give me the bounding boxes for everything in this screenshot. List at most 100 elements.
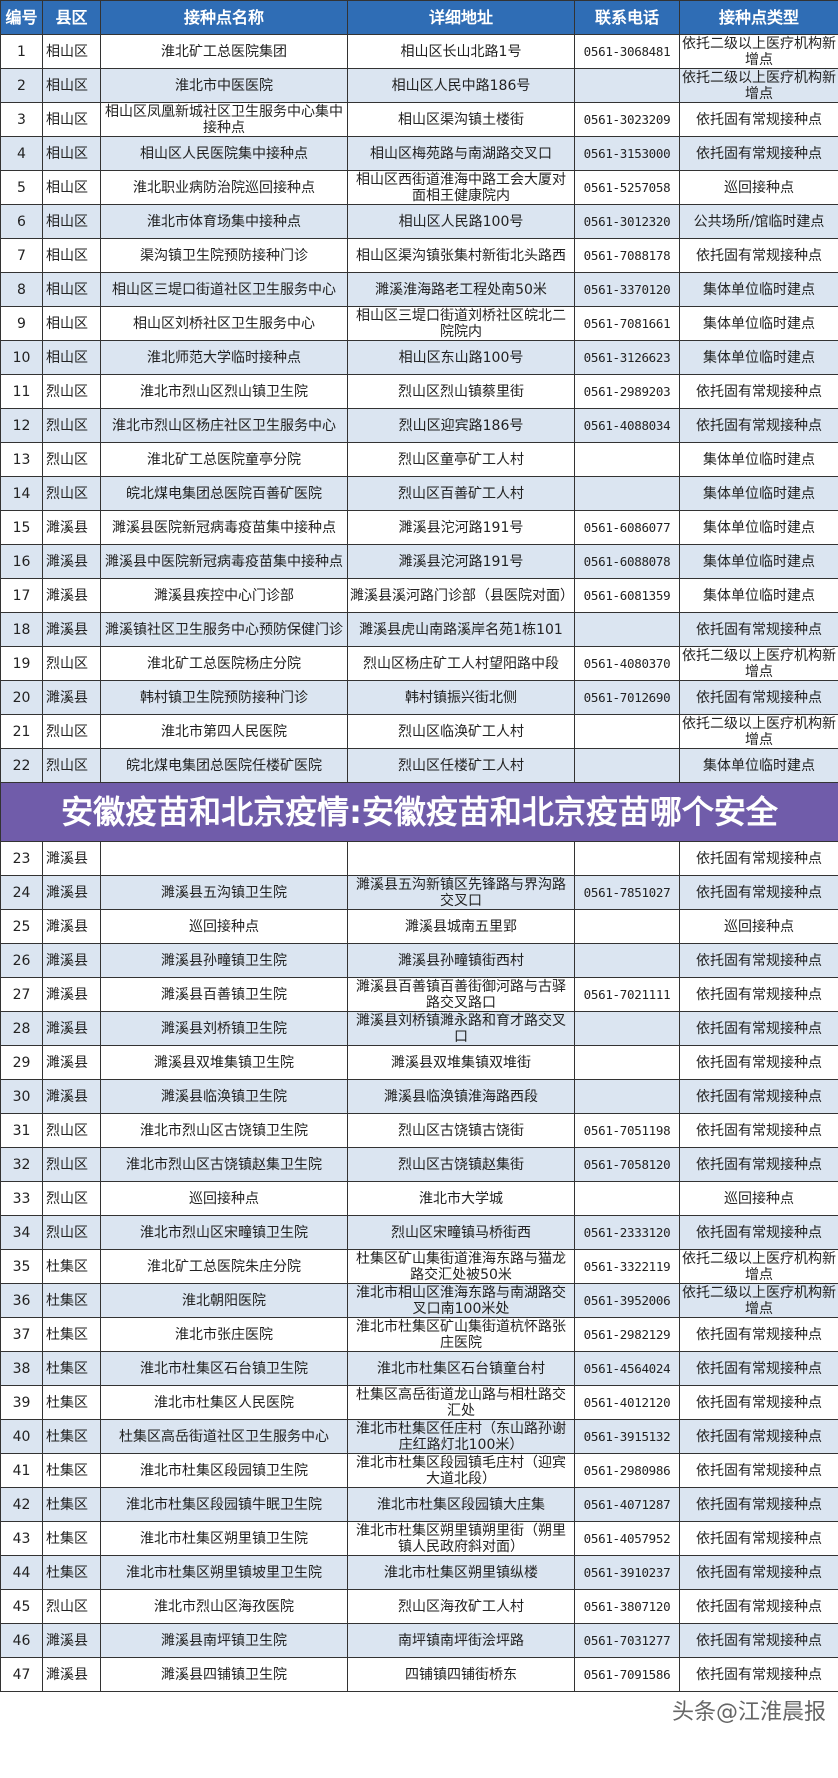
cell-site-name: 相山区凤凰新城社区卫生服务中心集中接种点: [100, 102, 348, 137]
cell-phone: [574, 476, 680, 511]
cell-number: 9: [0, 306, 43, 341]
cell-site-name: 濉溪县南坪镇卫生院: [100, 1623, 348, 1658]
cell-district: 烈山区: [42, 748, 101, 783]
cell-address: 烈山区海孜矿工人村: [347, 1589, 575, 1624]
table-row: 13 烈山区 淮北矿工总医院童亭分院 烈山区童亭矿工人村 集体单位临时建点: [0, 442, 838, 477]
cell-address: 相山区渠沟镇土楼街: [347, 102, 575, 137]
cell-site-type: 依托固有常规接种点: [679, 374, 838, 409]
cell-address: 淮北市杜集区段园镇毛庄村（迎宾大道北段）: [347, 1453, 575, 1488]
cell-address: 相山区梅苑路与南湖路交叉口: [347, 136, 575, 171]
cell-address: 烈山区宋疃镇马桥街西: [347, 1215, 575, 1250]
cell-site-name: 濉溪镇社区卫生服务中心预防保健门诊: [100, 612, 348, 647]
cell-number: 30: [0, 1079, 43, 1114]
cell-district: 杜集区: [42, 1487, 101, 1522]
table-row: 29 濉溪县 濉溪县双堆集镇卫生院 濉溪县双堆集镇双堆街 依托固有常规接种点: [0, 1045, 838, 1080]
cell-phone: 0561-3910237: [574, 1555, 680, 1590]
article-title: 安徽疫苗和北京疫情:安徽疫苗和北京疫苗哪个安全: [61, 793, 778, 831]
cell-site-type: 依托固有常规接种点: [679, 1215, 838, 1250]
cell-district: 烈山区: [42, 408, 101, 443]
cell-number: 36: [0, 1283, 43, 1318]
cell-site-name: 濉溪县临涣镇卫生院: [100, 1079, 348, 1114]
cell-phone: 0561-6088078: [574, 544, 680, 579]
cell-site-type: 依托固有常规接种点: [679, 1589, 838, 1624]
cell-site-name: 淮北矿工总医院童亭分院: [100, 442, 348, 477]
cell-site-type: 依托固有常规接种点: [679, 875, 838, 910]
cell-number: 31: [0, 1113, 43, 1148]
header-site-name: 接种点名称: [100, 0, 348, 35]
cell-number: 39: [0, 1385, 43, 1420]
cell-district: 杜集区: [42, 1453, 101, 1488]
table-row: 25 濉溪县 巡回接种点 濉溪县城南五里郢 巡回接种点: [0, 909, 838, 944]
cell-site-type: 集体单位临时建点: [679, 442, 838, 477]
cell-district: 杜集区: [42, 1249, 101, 1284]
cell-site-type: 依托固有常规接种点: [679, 1623, 838, 1658]
cell-address: 烈山区童亭矿工人村: [347, 442, 575, 477]
cell-number: 44: [0, 1555, 43, 1590]
cell-number: 1: [0, 34, 43, 69]
table-header-row: 编号 县区 接种点名称 详细地址 联系电话 接种点类型: [0, 0, 838, 35]
cell-number: 12: [0, 408, 43, 443]
cell-site-name: 濉溪县百善镇卫生院: [100, 977, 348, 1012]
cell-number: 14: [0, 476, 43, 511]
cell-phone: 0561-4012120: [574, 1385, 680, 1420]
cell-number: 3: [0, 102, 43, 137]
cell-site-name: 濉溪县孙疃镇卫生院: [100, 943, 348, 978]
cell-site-type: 依托固有常规接种点: [679, 1113, 838, 1148]
cell-phone: 0561-2333120: [574, 1215, 680, 1250]
cell-district: 相山区: [42, 102, 101, 137]
cell-address: 濉溪县孙疃镇街西村: [347, 943, 575, 978]
table-row: 39 杜集区 淮北市杜集区人民医院 杜集区高岳街道龙山路与相杜路交汇处 0561-401…: [0, 1385, 838, 1420]
cell-site-type: 集体单位临时建点: [679, 544, 838, 579]
cell-district: 杜集区: [42, 1317, 101, 1352]
cell-number: 13: [0, 442, 43, 477]
cell-phone: 0561-3322119: [574, 1249, 680, 1284]
cell-site-type: 依托固有常规接种点: [679, 1487, 838, 1522]
table-row: 26 濉溪县 濉溪县孙疃镇卫生院 濉溪县孙疃镇街西村 依托固有常规接种点: [0, 943, 838, 978]
cell-phone: [574, 909, 680, 944]
cell-address: 烈山区迎宾路186号: [347, 408, 575, 443]
cell-site-name: 淮北市杜集区朔里镇坡里卫生院: [100, 1555, 348, 1590]
table-row: 46 濉溪县 濉溪县南坪镇卫生院 南坪镇南坪街浍坪路 0561-7031277 依托固有常…: [0, 1623, 838, 1658]
cell-phone: 0561-7851027: [574, 875, 680, 910]
cell-district: 濉溪县: [42, 1657, 101, 1692]
cell-district: 濉溪县: [42, 578, 101, 613]
cell-number: 45: [0, 1589, 43, 1624]
cell-phone: 0561-3370120: [574, 272, 680, 307]
table-row: 21 烈山区 淮北市第四人民医院 烈山区临涣矿工人村 依托二级以上医疗机构新增点: [0, 714, 838, 749]
cell-address: [347, 841, 575, 876]
cell-phone: [574, 748, 680, 783]
cell-site-type: 依托固有常规接种点: [679, 1521, 838, 1556]
cell-site-name: 淮北师范大学临时接种点: [100, 340, 348, 375]
cell-district: 濉溪县: [42, 875, 101, 910]
cell-district: 烈山区: [42, 1181, 101, 1216]
table-row: 20 濉溪县 韩村镇卫生院预防接种门诊 韩村镇振兴街北侧 0561-7012690 依托固…: [0, 680, 838, 715]
cell-address: 烈山区任楼矿工人村: [347, 748, 575, 783]
table-row: 6 相山区 淮北市体育场集中接种点 相山区人民路100号 0561-3012320 公共场…: [0, 204, 838, 239]
cell-site-name: 韩村镇卫生院预防接种门诊: [100, 680, 348, 715]
table-row: 45 烈山区 淮北市烈山区海孜医院 烈山区海孜矿工人村 0561-3807120 依托固有…: [0, 1589, 838, 1624]
cell-district: 濉溪县: [42, 510, 101, 545]
cell-district: 杜集区: [42, 1283, 101, 1318]
cell-site-type: 依托二级以上医疗机构新增点: [679, 1283, 838, 1318]
cell-district: 杜集区: [42, 1555, 101, 1590]
cell-site-name: 淮北市体育场集中接种点: [100, 204, 348, 239]
cell-site-name: 渠沟镇卫生院预防接种门诊: [100, 238, 348, 273]
cell-site-type: 依托二级以上医疗机构新增点: [679, 714, 838, 749]
article-title-banner: 安徽疫苗和北京疫情:安徽疫苗和北京疫苗哪个安全: [0, 782, 838, 842]
cell-address: 淮北市大学城: [347, 1181, 575, 1216]
cell-district: 杜集区: [42, 1385, 101, 1420]
table-row: 37 杜集区 淮北市张庄医院 淮北市杜集区矿山集街道杭怀路张庄医院 0561-29821…: [0, 1317, 838, 1352]
cell-site-name: 杜集区高岳街道社区卫生服务中心: [100, 1419, 348, 1454]
cell-address: 相山区西街道淮海中路工会大厦对面相王健康院内: [347, 170, 575, 205]
cell-phone: 0561-3153000: [574, 136, 680, 171]
cell-site-name: 淮北市烈山区杨庄社区卫生服务中心: [100, 408, 348, 443]
cell-address: 淮北市杜集区朔里镇纵楼: [347, 1555, 575, 1590]
cell-district: 相山区: [42, 306, 101, 341]
cell-site-name: 相山区刘桥社区卫生服务中心: [100, 306, 348, 341]
cell-phone: [574, 1045, 680, 1080]
cell-district: 濉溪县: [42, 612, 101, 647]
cell-phone: 0561-7058120: [574, 1147, 680, 1182]
cell-district: 相山区: [42, 136, 101, 171]
cell-address: 烈山区百善矿工人村: [347, 476, 575, 511]
table-row: 38 杜集区 淮北市杜集区石台镇卫生院 淮北市杜集区石台镇童台村 0561-456402…: [0, 1351, 838, 1386]
